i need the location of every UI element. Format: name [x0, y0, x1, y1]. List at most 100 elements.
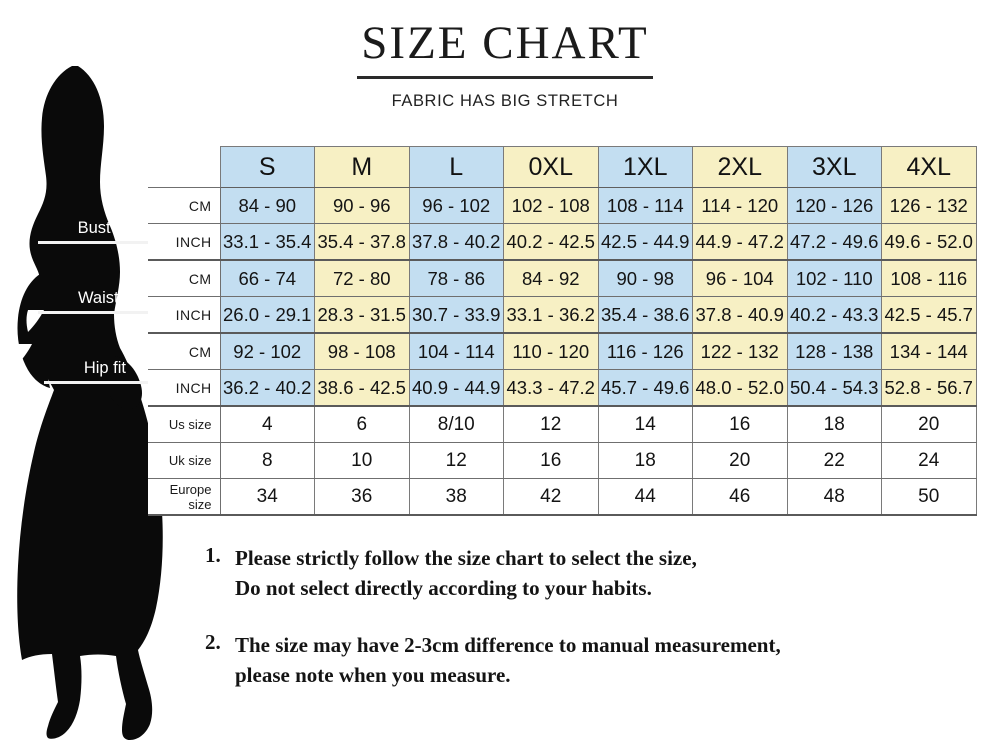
cell-inch-s: 26.0 - 29.1 [219, 296, 315, 334]
size-column-header-3xl: 3XL [786, 146, 882, 188]
cell-europe-size-s: 34 [219, 478, 315, 516]
size-table-header-row: S M L 0XL 1XL 2XL 3XL 4XL [148, 146, 977, 188]
size-column-header-4xl: 4XL [881, 146, 977, 188]
size-chart-table-container: S M L 0XL 1XL 2XL 3XL 4XL CM 84 - 90 90 - 96 96 - … [148, 146, 977, 516]
size-chart-table: S M L 0XL 1XL 2XL 3XL 4XL CM 84 - 90 90 - 96 96 - … [148, 146, 977, 516]
cell-us-size-m: 6 [314, 406, 410, 443]
cell-uk-size-0xl: 16 [503, 442, 599, 479]
cell-cm-1xl: 90 - 98 [597, 260, 693, 297]
size-column-header-m: M [314, 146, 410, 188]
row-label-cm: CM [148, 333, 221, 370]
woman-silhouette-icon [14, 66, 163, 740]
cell-cm-2xl: 114 - 120 [692, 187, 788, 224]
cell-europe-size-3xl: 48 [786, 478, 882, 516]
page-title: SIZE CHART [361, 17, 649, 69]
table-row: CM 84 - 90 90 - 96 96 - 102 102 - 108 108 - 1… [148, 187, 977, 224]
table-row: CM 92 - 102 98 - 108 104 - 114 110 - 120 116 … [148, 333, 977, 370]
cell-cm-3xl: 128 - 138 [786, 333, 882, 370]
cell-cm-0xl: 84 - 92 [503, 260, 599, 297]
cell-us-size-0xl: 12 [503, 406, 599, 443]
cell-inch-4xl: 42.5 - 45.7 [881, 296, 977, 334]
note-item: 2. The size may have 2-3cm difference to … [205, 630, 965, 691]
table-row: CM 66 - 74 72 - 80 78 - 86 84 - 92 90 - 98 96 … [148, 260, 977, 297]
cell-inch-l: 40.9 - 44.9 [408, 369, 504, 407]
table-row: Us size 4 6 8/10 12 14 16 18 20 [148, 406, 977, 443]
row-label-us-size: Us size [148, 406, 221, 443]
cell-inch-4xl: 52.8 - 56.7 [881, 369, 977, 407]
note-line: please note when you measure. [235, 663, 511, 688]
size-column-header-2xl: 2XL [692, 146, 788, 188]
table-row: Europe size 34 36 38 42 44 46 48 50 [148, 478, 977, 516]
cell-uk-size-4xl: 24 [881, 442, 977, 479]
cell-cm-4xl: 108 - 116 [881, 260, 977, 297]
row-label-inch: INCH [148, 369, 221, 407]
cell-inch-0xl: 40.2 - 42.5 [503, 223, 599, 261]
note-line: The size may have 2-3cm difference to ma… [235, 632, 781, 657]
cell-inch-l: 30.7 - 33.9 [408, 296, 504, 334]
row-label-uk-size: Uk size [148, 442, 221, 479]
bust-fit-label: Bust fit [77, 219, 128, 237]
cell-us-size-s: 4 [219, 406, 315, 443]
cell-cm-0xl: 102 - 108 [503, 187, 599, 224]
notes-section: 1. Please strictly follow the size chart … [205, 543, 965, 717]
cell-uk-size-1xl: 18 [597, 442, 693, 479]
cell-uk-size-3xl: 22 [786, 442, 882, 479]
cell-us-size-3xl: 18 [786, 406, 882, 443]
hip-fit-label: Hip fit [83, 359, 126, 377]
cell-cm-4xl: 134 - 144 [881, 333, 977, 370]
cell-inch-m: 38.6 - 42.5 [314, 369, 410, 407]
cell-cm-1xl: 116 - 126 [597, 333, 693, 370]
table-row: INCH 36.2 - 40.2 38.6 - 42.5 40.9 - 44.9 43.… [148, 369, 977, 407]
row-label-cm: CM [148, 260, 221, 297]
waist-fit-marker: Waist fit [30, 288, 250, 314]
cell-uk-size-m: 10 [314, 442, 410, 479]
note-text: Please strictly follow the size chart to… [235, 543, 697, 604]
size-table-body: CM 84 - 90 90 - 96 96 - 102 102 - 108 108 - 1… [148, 187, 977, 516]
waist-fit-label: Waist fit [77, 289, 136, 307]
size-column-header-1xl: 1XL [597, 146, 693, 188]
cell-europe-size-2xl: 46 [692, 478, 788, 516]
cell-europe-size-4xl: 50 [881, 478, 977, 516]
cell-cm-s: 84 - 90 [219, 187, 315, 224]
cell-us-size-2xl: 16 [692, 406, 788, 443]
row-label-europe-size: Europe size [148, 478, 221, 516]
cell-inch-4xl: 49.6 - 52.0 [881, 223, 977, 261]
cell-uk-size-l: 12 [408, 442, 504, 479]
cell-inch-m: 35.4 - 37.8 [314, 223, 410, 261]
note-item: 1. Please strictly follow the size chart … [205, 543, 965, 604]
cell-us-size-l: 8/10 [408, 406, 504, 443]
page-subtitle: FABRIC HAS BIG STRETCH [391, 91, 619, 110]
cell-cm-l: 96 - 102 [408, 187, 504, 224]
cell-cm-l: 78 - 86 [408, 260, 504, 297]
hip-fit-underline [44, 381, 152, 384]
note-line: Do not select directly according to your… [235, 576, 652, 601]
cell-uk-size-2xl: 20 [692, 442, 788, 479]
table-row: INCH 33.1 - 35.4 35.4 - 37.8 37.8 - 40.2 40.… [148, 223, 977, 261]
note-text: The size may have 2-3cm difference to ma… [235, 630, 781, 691]
cell-cm-m: 72 - 80 [314, 260, 410, 297]
bust-fit-underline [38, 241, 150, 244]
cell-us-size-4xl: 20 [881, 406, 977, 443]
table-row: Uk size 8 10 12 16 18 20 22 24 [148, 442, 977, 479]
cell-cm-0xl: 110 - 120 [503, 333, 599, 370]
cell-uk-size-s: 8 [219, 442, 315, 479]
cell-inch-l: 37.8 - 40.2 [408, 223, 504, 261]
waist-fit-underline [38, 311, 156, 314]
header-block: SIZE CHART FABRIC HAS BIG STRETCH [340, 17, 670, 111]
cell-cm-2xl: 122 - 132 [692, 333, 788, 370]
cell-us-size-1xl: 14 [597, 406, 693, 443]
size-column-header-l: L [408, 146, 504, 188]
cell-europe-size-l: 38 [408, 478, 504, 516]
cell-cm-4xl: 126 - 132 [881, 187, 977, 224]
cell-cm-3xl: 120 - 126 [786, 187, 882, 224]
cell-inch-m: 28.3 - 31.5 [314, 296, 410, 334]
table-row: INCH 26.0 - 29.1 28.3 - 31.5 30.7 - 33.9 33.… [148, 296, 977, 334]
cell-europe-size-0xl: 42 [503, 478, 599, 516]
cell-inch-s: 36.2 - 40.2 [219, 369, 315, 407]
cell-inch-2xl: 37.8 - 40.9 [692, 296, 788, 334]
cell-cm-m: 98 - 108 [314, 333, 410, 370]
table-corner-cell [148, 146, 220, 188]
note-line: Please strictly follow the size chart to… [235, 546, 697, 570]
size-column-header-s: S [219, 146, 315, 188]
cell-cm-3xl: 102 - 110 [786, 260, 882, 297]
